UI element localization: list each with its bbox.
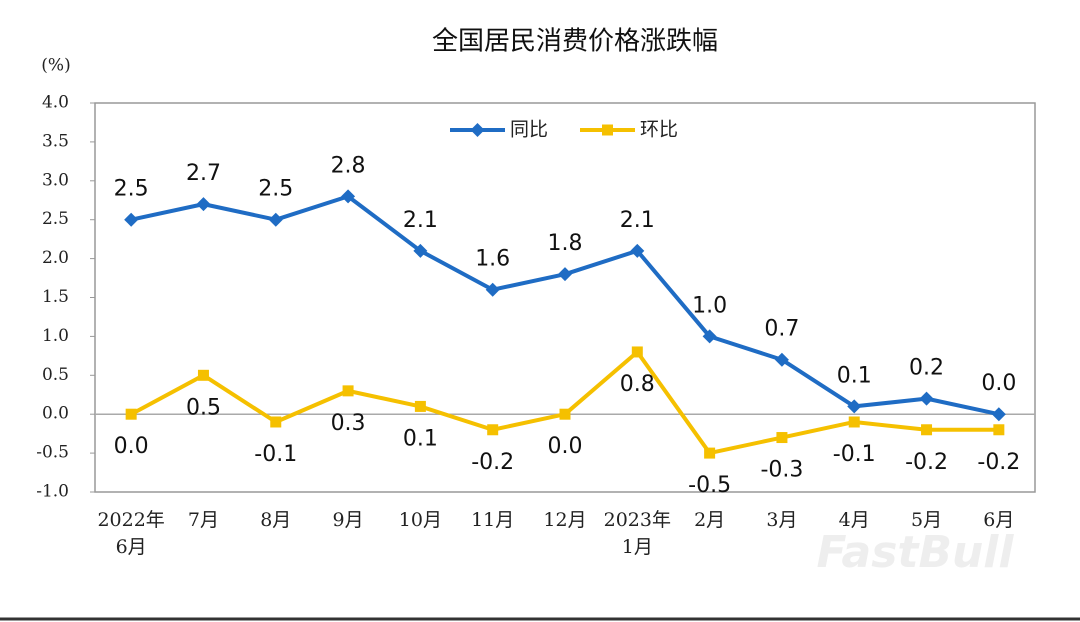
data-label: 0.3 bbox=[331, 411, 366, 436]
point bbox=[197, 369, 209, 381]
y-tick-label: -1.0 bbox=[36, 482, 69, 502]
x-tick-label: 8月 bbox=[260, 509, 292, 531]
data-label: -0.1 bbox=[254, 442, 297, 467]
legend-marker bbox=[602, 124, 613, 136]
point bbox=[196, 197, 211, 212]
y-tick-label: 1.0 bbox=[42, 326, 69, 346]
data-label: 2.5 bbox=[258, 177, 293, 202]
y-tick-label: 2.0 bbox=[42, 248, 69, 268]
data-label: 0.0 bbox=[114, 434, 149, 459]
point bbox=[125, 408, 137, 420]
point bbox=[342, 385, 354, 397]
y-tick-label: 0.0 bbox=[42, 404, 69, 424]
point bbox=[270, 416, 282, 428]
legend-label: 同比 bbox=[510, 119, 548, 141]
x-tick-label: 9月 bbox=[332, 509, 364, 531]
legend-label: 环比 bbox=[640, 119, 678, 141]
point bbox=[921, 424, 933, 436]
data-label: 0.5 bbox=[186, 395, 221, 420]
point bbox=[414, 400, 426, 412]
data-label: 2.8 bbox=[331, 153, 366, 178]
x-tick-label: 7月 bbox=[187, 509, 219, 531]
point bbox=[704, 447, 716, 459]
data-label: 0.1 bbox=[403, 426, 438, 451]
data-label: 2.1 bbox=[620, 208, 655, 233]
x-tick-label: 11月 bbox=[471, 509, 515, 531]
point bbox=[558, 267, 572, 282]
point bbox=[919, 391, 934, 406]
x-tick-label: 2月 bbox=[694, 509, 726, 531]
point bbox=[487, 424, 499, 436]
data-label: -0.1 bbox=[833, 442, 876, 467]
data-label: -0.5 bbox=[688, 473, 731, 498]
x-tick-label: 6月 bbox=[983, 509, 1015, 531]
point bbox=[991, 407, 1006, 422]
chart-title: 全国居民消费价格涨跌幅 bbox=[432, 27, 718, 57]
x-tick-label: 2022年 6月 bbox=[97, 509, 165, 558]
point bbox=[413, 243, 428, 258]
x-tick-label: 2023年 1月 bbox=[603, 509, 671, 558]
point bbox=[776, 432, 788, 444]
data-label: 1.6 bbox=[475, 247, 510, 272]
x-tick-label: 12月 bbox=[543, 509, 587, 531]
point bbox=[485, 282, 500, 297]
data-label: 1.8 bbox=[548, 231, 583, 256]
point bbox=[341, 189, 356, 204]
data-label: 0.2 bbox=[909, 356, 944, 381]
x-tick-label: 10月 bbox=[398, 509, 442, 531]
y-tick-label: 3.0 bbox=[42, 170, 69, 190]
point bbox=[630, 243, 645, 258]
data-label: -0.3 bbox=[760, 458, 803, 483]
data-label: 0.0 bbox=[548, 434, 583, 459]
y-tick-label: 4.0 bbox=[42, 93, 69, 113]
data-label: 2.7 bbox=[186, 161, 221, 186]
y-axis-label: (%) bbox=[41, 56, 70, 76]
data-label: 0.0 bbox=[981, 371, 1016, 396]
y-tick-label: 3.5 bbox=[42, 131, 69, 151]
data-label: 2.1 bbox=[403, 208, 438, 233]
point bbox=[702, 329, 717, 344]
data-label: -0.2 bbox=[905, 450, 948, 475]
point bbox=[124, 212, 139, 227]
x-tick-label: 3月 bbox=[766, 509, 798, 531]
point bbox=[559, 408, 571, 420]
watermark: FastBull bbox=[817, 527, 1015, 578]
y-tick-label: 1.5 bbox=[42, 287, 69, 307]
y-tick-label: 0.5 bbox=[42, 365, 69, 385]
point bbox=[848, 416, 860, 428]
data-label: 0.8 bbox=[620, 372, 655, 397]
data-label: -0.2 bbox=[471, 450, 514, 475]
y-tick-label: -0.5 bbox=[36, 443, 69, 463]
data-label: -0.2 bbox=[977, 450, 1020, 475]
point bbox=[847, 399, 862, 414]
y-tick-label: 2.5 bbox=[42, 209, 69, 229]
point bbox=[993, 424, 1005, 436]
x-tick-label: 5月 bbox=[910, 509, 943, 531]
data-label: 0.1 bbox=[837, 363, 872, 388]
data-label: 1.0 bbox=[692, 293, 727, 318]
x-tick-label: 4月 bbox=[838, 509, 870, 531]
point bbox=[268, 212, 283, 227]
point bbox=[774, 352, 789, 367]
data-label: 2.5 bbox=[114, 177, 149, 202]
data-label: 0.7 bbox=[764, 317, 799, 342]
legend-marker bbox=[470, 123, 485, 137]
point bbox=[631, 346, 643, 358]
